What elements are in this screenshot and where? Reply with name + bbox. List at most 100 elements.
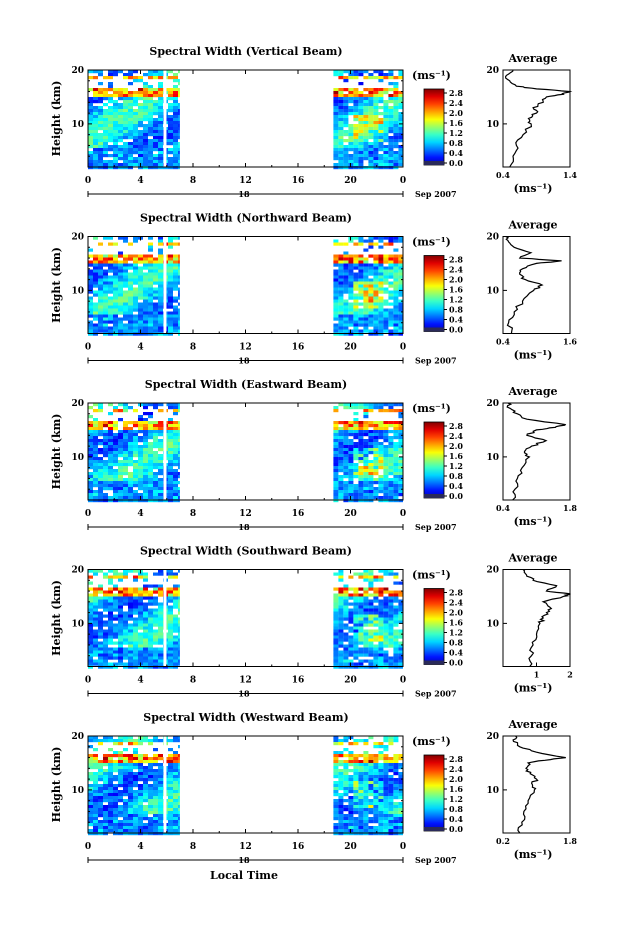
y-axis-label: Height (km) xyxy=(50,414,63,490)
x-tick-label: 4 xyxy=(137,842,143,852)
x-tick-label: 16 xyxy=(292,842,305,852)
avg-y-tick: 10 xyxy=(486,286,499,296)
avg-unit: (ms⁻¹) xyxy=(514,848,553,861)
date-month: Sep 2007 xyxy=(415,689,457,699)
colorbar-tick: 0.8 xyxy=(449,138,463,148)
date-month: Sep 2007 xyxy=(415,522,457,532)
x-tick-label: 4 xyxy=(137,509,143,519)
data-gap-line xyxy=(163,736,167,833)
date-month: Sep 2007 xyxy=(415,356,457,366)
x-tick-label: 0 xyxy=(400,842,406,852)
colorbar-under xyxy=(424,660,444,665)
colorbar-tick: 0.4 xyxy=(449,814,463,824)
y-tick-label: 10 xyxy=(71,453,84,463)
colorbar-tick: 0.0 xyxy=(449,824,463,834)
panel-title: Spectral Width (Vertical Beam) xyxy=(149,45,342,58)
colorbar-tick: 1.2 xyxy=(449,295,463,305)
panel-title: Spectral Width (Eastward Beam) xyxy=(145,378,347,391)
date-day: 18 xyxy=(238,189,250,199)
colorbar-under xyxy=(424,827,444,831)
x-tick-label: 0 xyxy=(85,842,91,852)
x-tick-label: 0 xyxy=(85,343,91,353)
data-gap-line xyxy=(163,403,167,500)
date-day: 18 xyxy=(238,855,250,865)
avg-frame xyxy=(502,569,571,667)
colorbar-tick: 2.8 xyxy=(449,588,463,598)
colorbar-tick: 0.4 xyxy=(449,315,463,325)
colorbar-tick: 0.0 xyxy=(449,491,463,501)
colorbar-tick: 1.2 xyxy=(449,794,463,804)
colorbar-tick: 1.6 xyxy=(449,451,463,461)
date-day: 18 xyxy=(238,689,250,699)
y-tick-label: 20 xyxy=(71,732,84,742)
colorbar-tick: 0.0 xyxy=(449,658,463,668)
avg-frame xyxy=(502,69,571,168)
x-tick-label: 12 xyxy=(239,343,252,353)
avg-unit: (ms⁻¹) xyxy=(514,682,553,695)
colorbar-tick: 1.2 xyxy=(449,128,463,138)
x-tick-label: 0 xyxy=(400,676,406,686)
y-tick-label: 20 xyxy=(71,233,84,243)
avg-title: Average xyxy=(507,219,557,232)
x-tick-label: 8 xyxy=(190,509,196,519)
avg-title: Average xyxy=(507,552,557,565)
date-month: Sep 2007 xyxy=(415,855,457,865)
colorbar-tick: 0.4 xyxy=(449,648,463,658)
avg-x-tick: 1.4 xyxy=(563,170,577,180)
x-tick-label: 16 xyxy=(292,176,305,186)
x-tick-label: 20 xyxy=(344,509,357,519)
avg-profile-line xyxy=(506,402,567,501)
colorbar-tick: 2.4 xyxy=(449,98,463,108)
colorbar xyxy=(423,421,445,499)
colorbar-tick: 1.2 xyxy=(449,628,463,638)
x-tick-label: 4 xyxy=(137,676,143,686)
colorbar-tick: 2.8 xyxy=(449,754,463,764)
avg-y-tick: 20 xyxy=(486,233,499,243)
x-tick-label: 0 xyxy=(85,176,91,186)
x-tick-label: 0 xyxy=(400,343,406,353)
colorbar-tick: 1.2 xyxy=(449,461,463,471)
x-tick-label: 4 xyxy=(137,176,143,186)
heatmap xyxy=(88,403,403,503)
x-tick-label: 12 xyxy=(239,176,252,186)
avg-unit: (ms⁻¹) xyxy=(514,182,553,195)
avg-y-tick: 20 xyxy=(486,66,499,76)
x-tick-label: 16 xyxy=(292,509,305,519)
x-tick-label: 0 xyxy=(400,509,406,519)
avg-unit: (ms⁻¹) xyxy=(514,515,553,528)
x-tick-label: 12 xyxy=(239,842,252,852)
y-tick-label: 10 xyxy=(71,619,84,629)
date-day: 18 xyxy=(238,522,250,532)
x-tick-label: 8 xyxy=(190,676,196,686)
panel-1: Spectral Width (Vertical Beam) Height (km… xyxy=(50,45,577,199)
data-gap-line xyxy=(163,70,167,167)
x-tick-label: 20 xyxy=(344,676,357,686)
avg-profile-line xyxy=(512,735,566,834)
x-tick-label: 0 xyxy=(85,509,91,519)
colorbar-tick: 2.4 xyxy=(449,764,463,774)
y-tick-label: 20 xyxy=(71,66,84,76)
colorbar-tick: 1.6 xyxy=(449,285,463,295)
colorbar-tick: 2.4 xyxy=(449,265,463,275)
heatmap xyxy=(88,236,403,336)
colorbar-tick: 0.4 xyxy=(449,148,463,158)
colorbar-tick: 0.8 xyxy=(449,471,463,481)
panel-4: Spectral Width (Southward Beam) Height (k… xyxy=(50,545,573,699)
colorbar-tick: 0.0 xyxy=(449,325,463,335)
colorbar-unit: (ms⁻¹) xyxy=(412,69,451,82)
avg-x-tick: 1.8 xyxy=(563,503,577,513)
x-tick-label: 20 xyxy=(344,176,357,186)
x-tick-label: 20 xyxy=(344,343,357,353)
colorbar-tick: 2.8 xyxy=(449,88,463,98)
panel-2: Spectral Width (Northward Beam) Height (k… xyxy=(50,212,577,366)
x-tick-label: 0 xyxy=(400,176,406,186)
colorbar-tick: 2.0 xyxy=(449,275,463,285)
colorbar xyxy=(423,754,445,832)
x-tick-label: 0 xyxy=(85,676,91,686)
x-tick-label: 20 xyxy=(344,842,357,852)
avg-y-tick: 10 xyxy=(486,786,499,796)
colorbar-tick: 2.4 xyxy=(449,598,463,608)
avg-profile-line xyxy=(504,69,573,168)
x-tick-label: 8 xyxy=(190,842,196,852)
